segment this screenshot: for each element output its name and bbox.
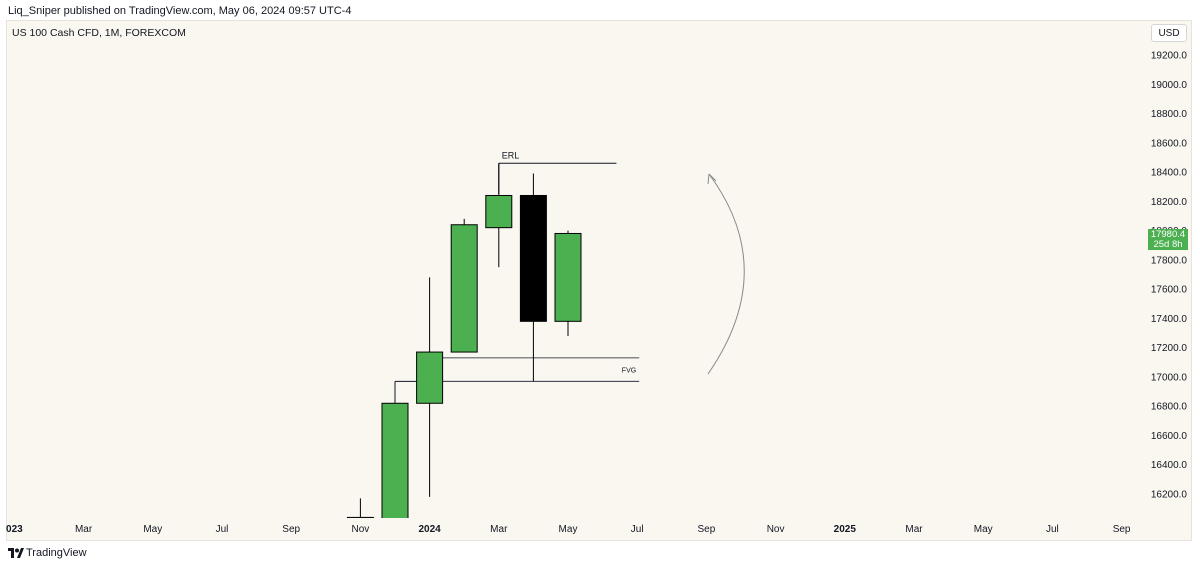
candle — [381, 402, 409, 518]
y-tick-label: 18200.0 — [1151, 197, 1188, 208]
currency-button[interactable]: USD — [1151, 24, 1187, 42]
y-tick-label: 16600.0 — [1151, 431, 1188, 442]
x-tick-label: 2025 — [834, 524, 857, 535]
x-tick-label: Jul — [1046, 524, 1059, 535]
candle — [346, 498, 374, 518]
candle — [554, 230, 582, 336]
y-tick-label: 19000.0 — [1151, 80, 1188, 91]
candle-body — [381, 402, 409, 518]
x-tick-label: Sep — [282, 524, 300, 535]
last-price-value: 17980.4 — [1150, 229, 1186, 240]
candle — [485, 163, 513, 268]
candle — [450, 218, 478, 353]
tradingview-logo-icon[interactable] — [8, 547, 24, 559]
y-tick-label: 17400.0 — [1151, 314, 1188, 325]
time-axis: 023 Mar May Jul Sep Nov 2024 Mar May Jul Sep Nov 202… — [6, 524, 1131, 535]
y-tick-label: 19200.0 — [1151, 51, 1188, 62]
y-tick-label: 16400.0 — [1151, 460, 1188, 471]
symbol-label: US 100 Cash CFD, 1M, FOREXCOM — [12, 27, 186, 39]
candle — [519, 173, 547, 382]
x-tick-label: May — [559, 524, 578, 535]
x-tick-label: Sep — [698, 524, 716, 535]
x-tick-label: Nov — [767, 524, 785, 535]
x-tick-label: Nov — [352, 524, 370, 535]
projection-arrow — [707, 173, 745, 375]
fvg-label: FVG — [622, 368, 636, 375]
drawings: ERL FVG — [394, 150, 745, 404]
candle-body — [485, 194, 513, 229]
candle-body — [346, 516, 374, 518]
candle-body — [554, 232, 582, 322]
chart-area[interactable] — [6, 20, 1192, 541]
x-tick-label: 023 — [6, 524, 23, 535]
x-tick-label: Jul — [216, 524, 229, 535]
candles — [346, 163, 582, 518]
y-tick-label: 18400.0 — [1151, 168, 1188, 179]
level-label: ERL — [502, 150, 520, 160]
x-tick-label: Mar — [490, 524, 508, 535]
footer — [0, 543, 1200, 565]
y-tick-label: 17200.0 — [1151, 343, 1188, 354]
candle-body — [519, 194, 547, 322]
y-tick-label: 18600.0 — [1151, 138, 1188, 149]
candle — [416, 277, 444, 497]
y-tick-label: 17600.0 — [1151, 285, 1188, 296]
candle-body — [416, 351, 444, 404]
bar-countdown: 25d 8h — [1153, 239, 1183, 250]
y-tick-label: 17000.0 — [1151, 372, 1188, 383]
brand-name[interactable]: TradingView — [26, 547, 87, 559]
y-tick-label: 17800.0 — [1151, 255, 1188, 266]
x-tick-label: May — [974, 524, 993, 535]
x-tick-label: May — [143, 524, 162, 535]
publish-info: Liq_Sniper published on TradingView.com,… — [8, 5, 352, 17]
y-tick-label: 16200.0 — [1151, 490, 1188, 501]
arrow-head-icon — [707, 173, 717, 185]
price-axis: 16200.0 16400.0 16600.0 16800.0 17000.0 17200… — [1151, 51, 1188, 501]
x-tick-label: 2024 — [418, 524, 441, 535]
x-tick-label: Sep — [1113, 524, 1131, 535]
x-tick-label: Jul — [631, 524, 644, 535]
x-tick-label: Mar — [905, 524, 923, 535]
x-tick-label: Mar — [75, 524, 93, 535]
candle-body — [450, 224, 478, 353]
last-price-tag: 17980.4 25d 8h — [1148, 229, 1188, 250]
y-tick-label: 18800.0 — [1151, 109, 1188, 120]
y-tick-label: 16800.0 — [1151, 402, 1188, 413]
